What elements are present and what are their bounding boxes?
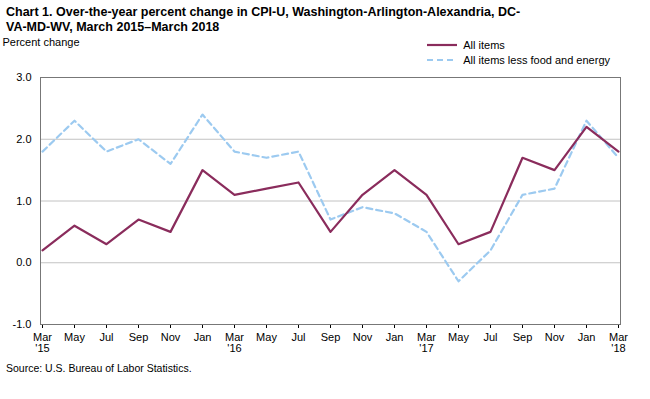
svg-text:Mar'16: Mar'16 — [225, 331, 244, 354]
svg-text:Sep: Sep — [321, 331, 341, 343]
svg-text:Jul: Jul — [483, 331, 497, 343]
svg-text:Nov: Nov — [161, 331, 181, 343]
html-text:All items: All items — [463, 39, 505, 51]
html-text:All items less food and energy: All items less food and energy — [463, 54, 610, 66]
svg-text:May: May — [64, 331, 85, 343]
svg-text:Jan: Jan — [386, 331, 404, 343]
svg-text:-1.0: -1.0 — [13, 318, 32, 330]
svg-text:Nov: Nov — [545, 331, 565, 343]
svg-text:Jan: Jan — [194, 331, 212, 343]
svg-text:0.0: 0.0 — [16, 256, 31, 268]
svg-text:2.0: 2.0 — [16, 133, 31, 145]
html-text:Source: U.S. Bureau of Labor S: Source: U.S. Bureau of Labor Statistics. — [6, 362, 192, 374]
html-text:Chart 1. Over-the-year percent: Chart 1. Over-the-year percent change in… — [6, 5, 521, 34]
svg-text:Jul: Jul — [99, 331, 113, 343]
svg-text:3.0: 3.0 — [16, 71, 31, 83]
svg-text:Nov: Nov — [353, 331, 373, 343]
svg-text:1.0: 1.0 — [16, 195, 31, 207]
svg-text:Jan: Jan — [578, 331, 596, 343]
svg-text:Sep: Sep — [513, 331, 533, 343]
svg-text:May: May — [448, 331, 469, 343]
svg-text:May: May — [256, 331, 277, 343]
svg-text:Mar'17: Mar'17 — [417, 331, 436, 354]
svg-text:Jul: Jul — [291, 331, 305, 343]
svg-text:Mar'15: Mar'15 — [33, 331, 52, 354]
svg-text:Percent change: Percent change — [3, 36, 80, 48]
svg-text:Mar'18: Mar'18 — [609, 331, 628, 354]
svg-text:Sep: Sep — [129, 331, 149, 343]
